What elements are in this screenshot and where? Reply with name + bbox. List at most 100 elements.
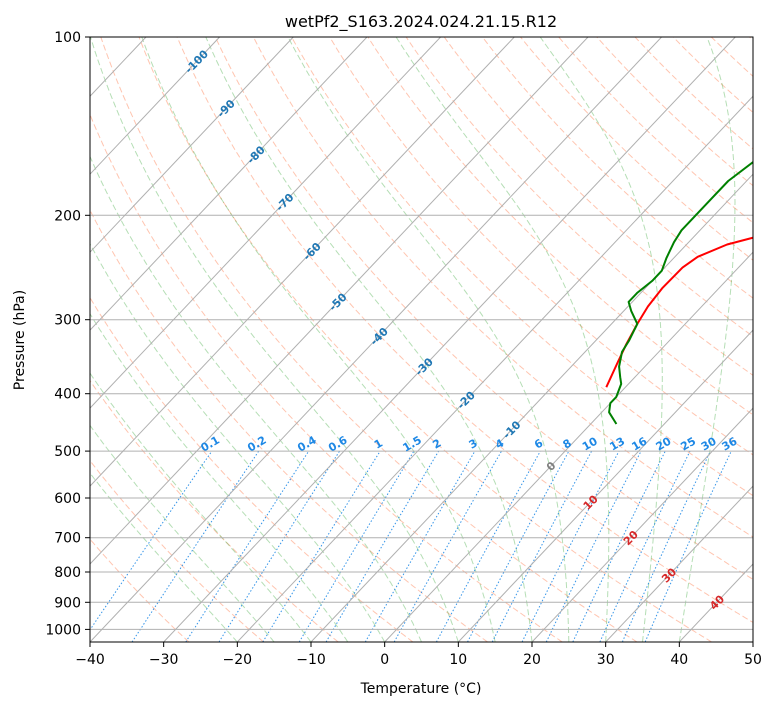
mixing-ratio-line xyxy=(325,450,440,642)
dry-adiabat xyxy=(90,459,264,642)
dry-adiabat xyxy=(634,37,753,150)
mixing-ratio-line xyxy=(521,450,620,642)
moist-adiabat xyxy=(90,37,459,642)
mixing-ratio-line xyxy=(131,450,260,642)
x-tick-label: −10 xyxy=(296,652,326,668)
y-tick-label: 300 xyxy=(54,313,81,329)
isotherm-line xyxy=(605,485,753,642)
dry-adiabat xyxy=(214,37,753,580)
dry-adiabat xyxy=(558,37,753,224)
mixing-ratio-line xyxy=(262,450,381,642)
dry-adiabat xyxy=(90,379,339,642)
mixing-ratio-line xyxy=(467,450,570,642)
y-tick-label: 200 xyxy=(54,208,81,224)
dry-adiabat xyxy=(710,37,753,77)
moist-adiabat xyxy=(287,37,570,642)
isotherm-line xyxy=(90,37,515,487)
y-tick-label: 600 xyxy=(54,491,81,507)
mixing-ratio-line xyxy=(298,450,415,642)
series-line-1 xyxy=(608,160,753,425)
x-tick-label: −20 xyxy=(223,652,253,668)
moist-adiabat xyxy=(678,37,736,642)
y-tick-label: 1000 xyxy=(45,622,81,638)
moist-adiabat xyxy=(539,37,663,642)
mixing-ratio-label: 2 xyxy=(430,437,443,452)
dry-adiabat xyxy=(252,37,753,538)
isotherm-line xyxy=(310,173,753,642)
isotherm-line xyxy=(457,329,753,642)
mixing-ratio-line xyxy=(545,450,642,642)
dry-adiabat xyxy=(672,37,753,114)
dry-adiabat xyxy=(482,37,753,299)
dry-adiabat xyxy=(90,209,488,642)
moist-adiabat xyxy=(90,155,422,642)
mixing-ratio-line xyxy=(218,450,341,642)
mixing-ratio-line xyxy=(90,450,213,631)
y-tick-label: 700 xyxy=(54,531,81,547)
mixing-ratio-line xyxy=(364,450,476,642)
isotherm-line xyxy=(90,37,294,253)
mixing-ratio-line xyxy=(435,450,541,642)
y-tick-label: 400 xyxy=(54,387,81,403)
dry-adiabat xyxy=(520,37,753,261)
isotherm-line xyxy=(384,251,753,642)
dry-adiabat xyxy=(90,113,563,642)
isotherm-line xyxy=(90,37,220,175)
moist-adiabat xyxy=(90,424,275,642)
isotherm-line xyxy=(90,37,662,642)
axes: −40 −30 −20 −10 0 10 20 30 40 50 100 200 300 400 500 60… xyxy=(45,30,762,668)
mixing-ratio-line xyxy=(393,450,502,642)
dry-adiabat xyxy=(100,37,638,642)
dry-adiabat xyxy=(138,37,712,642)
dry-adiabat xyxy=(90,296,414,642)
mixing-ratio-label: 3 xyxy=(467,437,480,452)
moist-adiabat xyxy=(395,37,610,642)
y-axis-label: Pressure (hPa) xyxy=(12,290,28,390)
isotherm-line xyxy=(163,37,736,642)
overlay-labels: 0.1 0.2 0.4 0.6 1 1.5 2 3 4 6 8 10 13 16 20 25 30 36-100-… xyxy=(182,47,739,612)
series-lines xyxy=(605,160,753,425)
isotherm-line xyxy=(90,37,589,565)
isotherm-line xyxy=(90,37,441,409)
isotherm-line xyxy=(0,37,72,642)
plot-frame xyxy=(89,36,754,643)
isotherm-line xyxy=(752,641,753,642)
mixing-ratio-line xyxy=(599,450,691,642)
y-tick-label: 100 xyxy=(54,30,81,46)
moist-adiabat xyxy=(141,37,496,642)
dry-adiabat xyxy=(367,37,753,416)
x-tick-label: 20 xyxy=(523,652,541,668)
x-tick-label: 0 xyxy=(380,652,389,668)
y-tick-label: 800 xyxy=(54,565,81,581)
x-tick-label: 50 xyxy=(744,652,762,668)
dry-adiabat xyxy=(596,37,753,187)
x-tick-label: −30 xyxy=(149,652,179,668)
x-axis-label: Temperature (°C) xyxy=(360,681,482,697)
x-tick-label: 10 xyxy=(449,652,467,668)
moist-adiabat xyxy=(90,472,238,642)
mixing-ratio-line xyxy=(572,450,666,642)
isotherm-line xyxy=(236,95,753,642)
isotherm-line xyxy=(90,37,368,331)
moist-adiabat xyxy=(90,242,386,642)
y-tick-label: 900 xyxy=(54,595,81,611)
x-tick-label: 40 xyxy=(670,652,688,668)
y-tick-label: 500 xyxy=(54,444,81,460)
mixing-ratio-label: 4 xyxy=(493,436,506,451)
dry-adiabat xyxy=(176,37,753,623)
chart-title: wetPf2_S163.2024.024.21.15.R12 xyxy=(285,12,557,32)
background-lines xyxy=(0,37,753,642)
x-tick-label: −40 xyxy=(75,652,105,668)
dry-adiabat xyxy=(291,37,753,497)
mixing-ratio-line xyxy=(621,450,711,642)
mixing-ratio-line xyxy=(185,450,310,642)
moist-adiabat xyxy=(90,312,349,642)
isotherm-label: -100 xyxy=(182,47,211,76)
moist-adiabat xyxy=(205,37,533,642)
x-tick-label: 30 xyxy=(597,652,615,668)
dry-adiabat xyxy=(405,37,753,376)
dry-adiabat xyxy=(90,538,190,642)
isotherm-line xyxy=(531,407,753,642)
series-line-0 xyxy=(605,236,753,388)
